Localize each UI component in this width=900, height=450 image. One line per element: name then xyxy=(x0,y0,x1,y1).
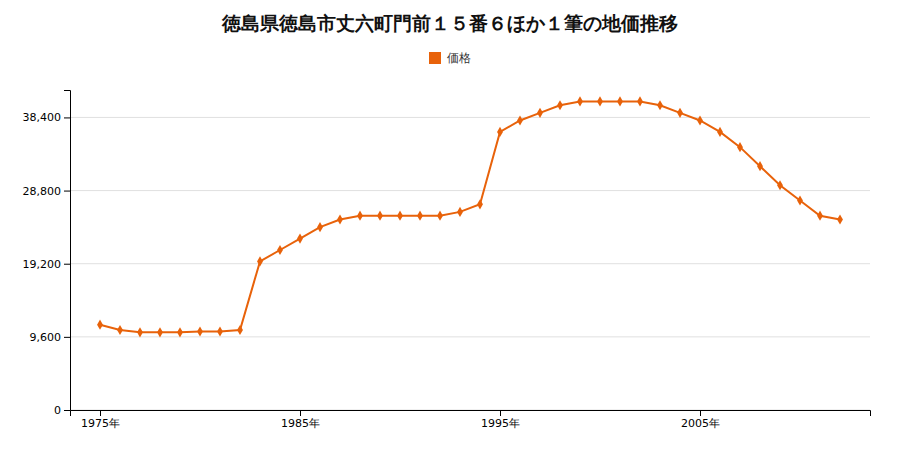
tick-label: 9,600 xyxy=(30,331,62,344)
marker xyxy=(317,222,323,232)
legend-item: 価格 xyxy=(429,51,471,65)
tick-mark xyxy=(64,264,70,265)
grid-line xyxy=(70,336,870,337)
tick-label: 1975年 xyxy=(81,417,120,430)
legend: 価格 xyxy=(429,51,471,65)
marker xyxy=(777,180,783,190)
marker xyxy=(117,325,123,335)
grid-line xyxy=(70,117,870,118)
marker xyxy=(357,211,363,221)
marker xyxy=(97,320,103,330)
marker xyxy=(637,96,643,106)
marker xyxy=(297,233,303,243)
tick: 1985年 xyxy=(281,410,320,430)
y-axis: 0 9,600 19,200 28,800 38,400 xyxy=(23,91,71,418)
marker xyxy=(837,214,843,224)
grid xyxy=(70,117,870,410)
tick-mark xyxy=(64,337,70,338)
tick: 38,400 xyxy=(23,111,71,124)
marker xyxy=(757,161,763,171)
marker xyxy=(157,327,163,337)
marker xyxy=(797,195,803,205)
marker xyxy=(477,199,483,209)
tick-label: 1995年 xyxy=(481,417,520,430)
tick-mark xyxy=(64,191,70,192)
tick-label: 2005年 xyxy=(681,417,720,430)
axis-line xyxy=(64,91,71,411)
marker xyxy=(337,214,343,224)
tick: 1975年 xyxy=(81,410,120,430)
tick-label: 19,200 xyxy=(23,258,62,271)
marker xyxy=(577,96,583,106)
grid-line xyxy=(70,263,870,264)
x-axis: 1975年 1985年 1995年 2005年 xyxy=(71,410,871,430)
chart: 1975年 1985年 1995年 2005年 0 9,600 19,200 28,800 38… xyxy=(0,0,900,450)
marker xyxy=(377,211,383,221)
marker xyxy=(497,127,503,137)
tick-mark xyxy=(64,117,70,118)
plot: 1975年 1985年 1995年 2005年 0 9,600 19,200 28,800 38… xyxy=(23,91,871,430)
marker xyxy=(697,115,703,125)
line xyxy=(100,101,840,332)
marker xyxy=(617,96,623,106)
marker xyxy=(557,100,563,110)
marker xyxy=(257,256,263,266)
marker xyxy=(217,326,223,336)
marker xyxy=(137,327,143,337)
tick-label: 0 xyxy=(54,404,61,417)
title: 徳島県徳島市丈六町門前１５番６ほか１筆の地価推移 xyxy=(221,12,678,34)
marker xyxy=(397,211,403,221)
marker xyxy=(457,207,463,217)
tick-mark xyxy=(700,410,701,416)
marker xyxy=(237,325,243,335)
marker xyxy=(197,326,203,336)
marks xyxy=(97,96,843,337)
grid-line xyxy=(70,190,870,191)
marker xyxy=(657,100,663,110)
marker xyxy=(417,211,423,221)
axis-line xyxy=(71,411,871,417)
marker xyxy=(517,115,523,125)
marker xyxy=(437,211,443,221)
legend-swatch xyxy=(429,52,441,64)
tick-mark xyxy=(300,410,301,416)
tick-mark xyxy=(100,410,101,416)
marker xyxy=(597,96,603,106)
tick: 28,800 xyxy=(23,185,71,198)
marker xyxy=(717,127,723,137)
tick-mark xyxy=(500,410,501,416)
marker xyxy=(677,108,683,118)
tick-mark xyxy=(64,410,70,411)
marker xyxy=(817,211,823,221)
tick-label: 28,800 xyxy=(23,185,62,198)
tick: 0 xyxy=(54,404,70,417)
marker xyxy=(537,108,543,118)
tick: 9,600 xyxy=(30,331,71,344)
marker xyxy=(277,245,283,255)
tick: 2005年 xyxy=(681,410,720,430)
tick: 1995年 xyxy=(481,410,520,430)
marker xyxy=(737,142,743,152)
marker xyxy=(177,327,183,337)
tick: 19,200 xyxy=(23,258,71,271)
tick-label: 38,400 xyxy=(23,111,62,124)
legend-label: 価格 xyxy=(447,51,471,65)
tick-label: 1985年 xyxy=(281,417,320,430)
